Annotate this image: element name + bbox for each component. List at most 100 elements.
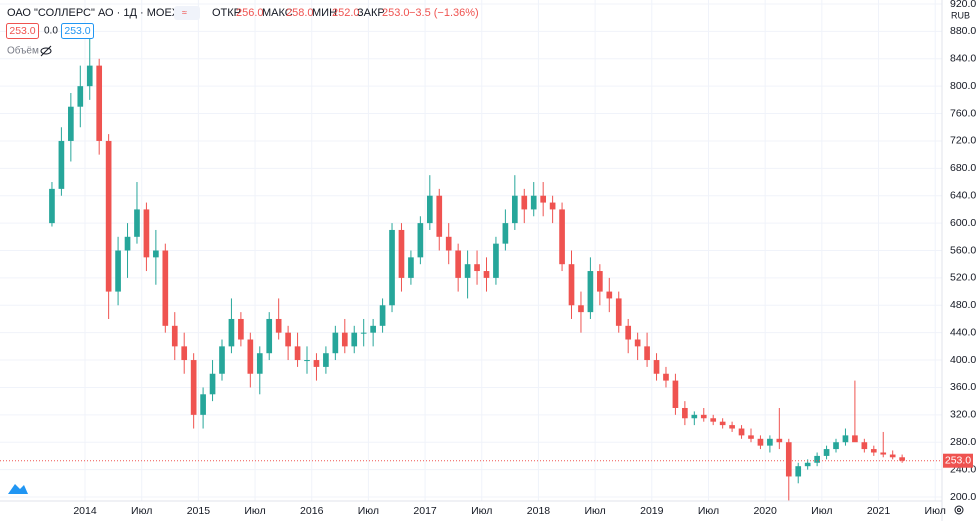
x-tick-label: Июл <box>471 505 492 517</box>
candle-body <box>587 271 594 313</box>
y-tick-label: 800.0 <box>950 80 976 92</box>
candle-body <box>899 457 905 461</box>
y-tick-label: 720.0 <box>950 135 976 147</box>
y-tick-label: 440.0 <box>950 326 976 338</box>
y-tick-label: 880.0 <box>950 25 976 37</box>
x-tick-label: 2016 <box>300 505 324 517</box>
candle-body <box>341 332 348 347</box>
candle-body <box>521 195 528 210</box>
candle-body <box>540 195 547 203</box>
compare-icon: ≈ <box>182 7 187 17</box>
y-tick-label: 360.0 <box>950 381 976 393</box>
candles <box>0 38 942 501</box>
candle-body <box>266 318 273 354</box>
settings-icon[interactable] <box>954 505 964 515</box>
buy-button[interactable] <box>61 23 94 39</box>
candle-body <box>663 373 669 381</box>
candle-body <box>445 236 452 251</box>
y-tick-label: 560.0 <box>950 244 976 256</box>
candle-body <box>700 414 707 419</box>
y-tick-label: 480.0 <box>950 299 976 311</box>
sell-button[interactable] <box>6 23 39 39</box>
candle-body <box>134 209 140 237</box>
ohlc-legend: ОТКР 256.0 МАКС 258.0 МИН 252.0 ЗАКР 253… <box>212 7 479 19</box>
spread: 0.0 <box>44 26 58 37</box>
candle-body <box>49 188 55 224</box>
candle-body <box>804 462 811 467</box>
volume-label: Объём <box>7 45 39 57</box>
candle-body <box>757 438 764 446</box>
candle-body <box>672 380 679 408</box>
candle-body <box>408 257 414 278</box>
candle-body <box>398 229 405 278</box>
candle-body <box>379 305 386 326</box>
candle-body <box>644 346 650 361</box>
candle-body <box>785 442 792 477</box>
candle-body <box>426 195 433 224</box>
x-tick-label: Июл <box>358 505 379 517</box>
open-label: ОТКР <box>212 7 241 19</box>
x-tick-label: 2015 <box>187 505 211 517</box>
candle-body <box>842 435 849 443</box>
candle-body <box>77 86 84 107</box>
x-tick-label: 2018 <box>527 505 551 517</box>
x-tick-label: 2017 <box>413 505 437 517</box>
candle-body <box>219 346 225 374</box>
candle-body <box>474 264 480 272</box>
x-tick-label: Июл <box>925 505 946 517</box>
close-label: ЗАКР <box>357 7 385 19</box>
candle-body <box>710 418 717 422</box>
candle-body <box>833 442 839 450</box>
candle-body <box>502 223 509 244</box>
x-tick-label: Июл <box>244 505 265 517</box>
high-value: 258.0 <box>286 7 314 19</box>
x-tick-label: Июл <box>584 505 605 517</box>
candle-body <box>86 65 93 87</box>
open-value: 256.0 <box>236 7 264 19</box>
candle-body <box>153 250 159 258</box>
candle-body <box>190 360 197 415</box>
logo[interactable] <box>8 484 28 494</box>
candle-body <box>294 346 301 361</box>
candle-body <box>549 202 556 210</box>
candle-body <box>530 195 537 210</box>
candle-body <box>417 223 424 258</box>
sell-price: 253.0 <box>9 25 35 37</box>
candle-body <box>738 428 745 436</box>
axes: 200.0240.0280.0320.0360.0400.0440.0480.0… <box>73 0 976 517</box>
candle-body <box>597 271 603 292</box>
candle-body <box>795 466 802 477</box>
candle-body <box>880 452 887 455</box>
hide-volume-icon[interactable] <box>40 45 52 57</box>
candle-body <box>861 442 868 450</box>
x-tick-label: Июл <box>811 505 832 517</box>
candle-body <box>124 236 131 251</box>
candle-body <box>238 318 244 340</box>
candle-body <box>719 421 726 426</box>
candle-body <box>360 332 367 334</box>
candle-body <box>96 65 103 141</box>
last-price-label: 253.0 <box>945 454 971 466</box>
candle-body <box>370 325 376 333</box>
y-tick-label: 640.0 <box>950 190 976 202</box>
symbol-title: ОАО "СОЛЛЕРС" АО · 1Д · MOEX <box>7 7 180 19</box>
candle-body <box>256 353 263 374</box>
candle-body <box>181 346 188 361</box>
candle-body <box>776 438 783 443</box>
low-value: 252.0 <box>332 7 360 19</box>
candle-body <box>767 438 773 446</box>
candle-body <box>58 140 65 189</box>
currency: RUB <box>951 10 970 20</box>
compare-button[interactable] <box>174 6 200 20</box>
candle-body <box>653 360 660 374</box>
buy-price: 253.0 <box>64 25 90 37</box>
candle-body <box>870 449 877 453</box>
candle-body <box>625 325 632 340</box>
candle-body <box>228 318 235 347</box>
y-tick-label: 760.0 <box>950 107 976 119</box>
candle-body <box>209 373 216 395</box>
candle-body <box>162 250 169 326</box>
low-label: МИН <box>312 7 337 19</box>
y-tick-label: 280.0 <box>950 436 976 448</box>
